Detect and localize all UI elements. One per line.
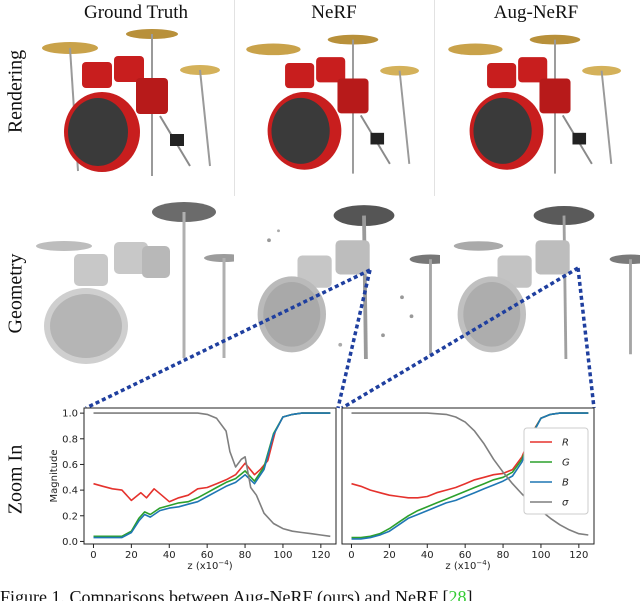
x-tick-label: 100 <box>273 550 292 561</box>
x-tick-label: 0 <box>90 550 96 561</box>
x-tick-label: 60 <box>459 550 472 561</box>
x-tick-label: 20 <box>383 550 396 561</box>
zoom-plot-nerf: 0 20 40 60 80 100 120 0.0 0.2 0.4 0.6 0.8 1.0 z (x10−… <box>49 407 337 572</box>
y-tick-label: 0.6 <box>62 460 78 471</box>
x-tick-label: 40 <box>421 550 434 561</box>
drumkit-rendering-ground-truth <box>42 29 220 176</box>
x-tick-label: 60 <box>201 550 214 561</box>
column-title-aug-nerf: Aug-NeRF <box>493 2 579 23</box>
x-tick-label: 120 <box>569 550 588 561</box>
column-title-ground-truth: Ground Truth <box>84 2 188 23</box>
column-divider <box>234 0 235 196</box>
series-line-sigma <box>351 412 589 536</box>
x-tick-label: 20 <box>125 550 138 561</box>
drumkit-rendering-nerf <box>246 34 419 174</box>
legend-label: B <box>562 478 569 489</box>
drumkit-geometry-nerf <box>257 205 440 360</box>
series-line-B <box>93 412 331 539</box>
figure-caption: Figure 1. Comparisons between Aug-NeRF (… <box>0 587 640 601</box>
x-tick-label: 100 <box>531 550 550 561</box>
drumkit-rendering-aug-nerf <box>448 34 621 174</box>
column-divider <box>434 0 435 196</box>
citation-link[interactable]: 28 <box>448 587 467 601</box>
x-tick-label: 120 <box>311 550 330 561</box>
drumkit-geometry-aug-nerf <box>453 206 640 360</box>
y-axis-label: Magnitude <box>49 450 60 503</box>
series-line-B <box>351 412 589 540</box>
y-tick-label: 0.4 <box>62 486 78 497</box>
legend-label: R <box>562 438 569 449</box>
x-tick-label: 80 <box>497 550 510 561</box>
caption-text: Figure 1. Comparisons between Aug-NeRF (… <box>0 587 449 601</box>
y-tick-label: 1.0 <box>62 409 78 420</box>
y-tick-label: 0.0 <box>62 537 78 548</box>
x-tick-label: 40 <box>163 550 176 561</box>
y-tick-label: 0.2 <box>62 511 78 522</box>
y-tick-label: 0.8 <box>62 434 78 445</box>
series-line-sigma <box>93 412 331 538</box>
plot-frame <box>83 407 337 545</box>
x-tick-label: 80 <box>239 550 252 561</box>
column-title-nerf: NeRF <box>311 2 357 23</box>
x-tick-label: 0 <box>348 550 354 561</box>
caption-suffix: ] <box>466 587 473 601</box>
legend-label: σ <box>562 498 569 509</box>
legend-label: G <box>562 458 570 469</box>
legend-box <box>523 427 589 515</box>
drumkit-geometry-ground-truth <box>36 202 234 364</box>
